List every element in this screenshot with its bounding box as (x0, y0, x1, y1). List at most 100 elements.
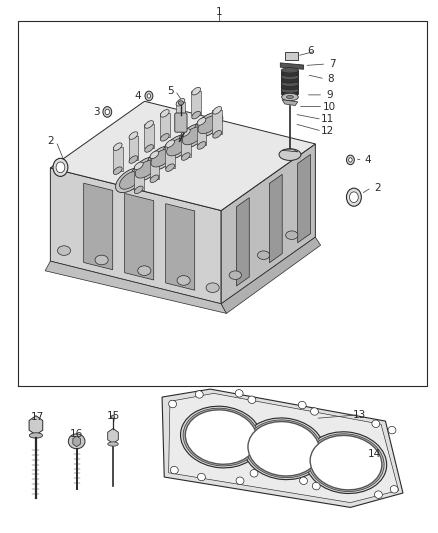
Ellipse shape (178, 101, 184, 105)
Polygon shape (181, 133, 191, 157)
Ellipse shape (282, 93, 298, 101)
Ellipse shape (388, 426, 396, 434)
Text: 9: 9 (326, 90, 333, 100)
Text: 4: 4 (134, 91, 141, 101)
Polygon shape (269, 174, 282, 263)
Polygon shape (237, 198, 249, 286)
Ellipse shape (166, 140, 174, 148)
Text: 15: 15 (107, 411, 120, 421)
Text: 11: 11 (321, 115, 334, 124)
Ellipse shape (311, 408, 318, 415)
Ellipse shape (145, 91, 153, 101)
Ellipse shape (346, 188, 361, 206)
Polygon shape (162, 389, 403, 507)
Ellipse shape (145, 144, 153, 152)
Ellipse shape (312, 482, 320, 490)
Polygon shape (197, 122, 206, 146)
Ellipse shape (374, 491, 382, 498)
Ellipse shape (176, 123, 185, 130)
Ellipse shape (116, 168, 145, 192)
Polygon shape (113, 147, 123, 171)
Polygon shape (281, 70, 299, 94)
Polygon shape (282, 149, 298, 152)
Ellipse shape (281, 68, 299, 73)
Ellipse shape (300, 477, 307, 484)
Ellipse shape (185, 410, 257, 464)
Ellipse shape (113, 143, 122, 150)
Polygon shape (160, 114, 170, 138)
Ellipse shape (281, 78, 299, 83)
Ellipse shape (258, 251, 270, 260)
Ellipse shape (134, 186, 143, 193)
Ellipse shape (308, 434, 384, 491)
Ellipse shape (129, 132, 138, 139)
Ellipse shape (279, 149, 301, 160)
Ellipse shape (183, 408, 259, 466)
Ellipse shape (243, 418, 325, 480)
Ellipse shape (197, 142, 206, 149)
Ellipse shape (150, 175, 159, 182)
Text: 2: 2 (47, 136, 54, 146)
Ellipse shape (281, 81, 299, 86)
Polygon shape (45, 261, 226, 313)
FancyBboxPatch shape (175, 113, 187, 132)
Ellipse shape (176, 99, 185, 106)
Ellipse shape (372, 420, 380, 427)
Text: 12: 12 (321, 126, 334, 136)
Ellipse shape (138, 266, 151, 276)
Text: 10: 10 (323, 102, 336, 111)
Ellipse shape (29, 433, 42, 438)
Text: 13: 13 (353, 410, 366, 419)
Ellipse shape (286, 95, 293, 99)
Ellipse shape (151, 149, 172, 167)
Ellipse shape (390, 486, 398, 493)
Ellipse shape (103, 107, 112, 117)
Ellipse shape (181, 153, 190, 160)
Ellipse shape (286, 231, 298, 239)
Ellipse shape (182, 127, 203, 145)
Ellipse shape (349, 158, 352, 162)
Polygon shape (221, 237, 321, 313)
Ellipse shape (213, 107, 222, 114)
Polygon shape (50, 168, 221, 304)
Ellipse shape (120, 171, 140, 189)
Polygon shape (125, 193, 154, 280)
Ellipse shape (160, 110, 169, 117)
Polygon shape (280, 63, 304, 69)
Polygon shape (282, 100, 298, 106)
Polygon shape (166, 204, 195, 290)
Ellipse shape (192, 87, 201, 95)
Text: 4: 4 (364, 155, 371, 165)
Ellipse shape (105, 109, 110, 115)
Ellipse shape (131, 157, 160, 182)
Text: 16: 16 (70, 430, 83, 439)
Ellipse shape (197, 118, 206, 125)
Ellipse shape (170, 466, 178, 474)
Text: 8: 8 (327, 74, 334, 84)
Ellipse shape (56, 162, 65, 173)
Ellipse shape (160, 134, 169, 141)
Ellipse shape (169, 400, 177, 408)
Text: 3: 3 (93, 107, 100, 117)
Text: 1: 1 (215, 7, 223, 17)
Ellipse shape (248, 396, 256, 403)
Ellipse shape (134, 162, 143, 169)
Ellipse shape (166, 164, 174, 172)
Polygon shape (212, 110, 222, 134)
Text: 6: 6 (307, 46, 314, 55)
Ellipse shape (113, 167, 122, 174)
Polygon shape (50, 101, 315, 211)
Ellipse shape (281, 71, 299, 76)
Ellipse shape (178, 124, 207, 148)
Ellipse shape (305, 432, 387, 494)
Ellipse shape (281, 88, 299, 93)
Ellipse shape (177, 276, 190, 285)
Ellipse shape (350, 192, 358, 203)
Ellipse shape (192, 111, 201, 119)
Polygon shape (84, 183, 113, 270)
Text: 17: 17 (31, 412, 44, 422)
Ellipse shape (57, 246, 71, 255)
Polygon shape (165, 144, 175, 168)
Ellipse shape (235, 390, 243, 397)
Ellipse shape (206, 283, 219, 293)
